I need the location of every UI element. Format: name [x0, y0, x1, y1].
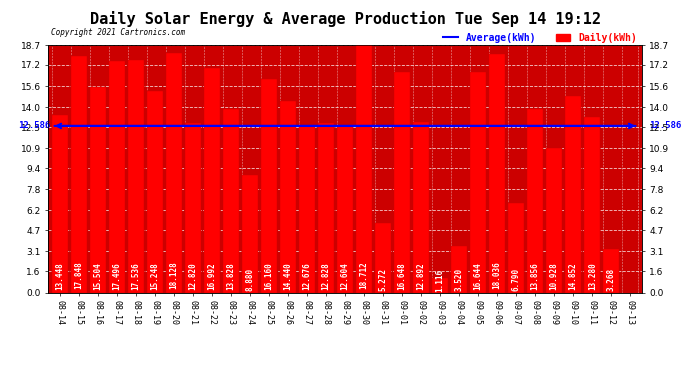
Bar: [280, 101, 296, 292]
Text: 12.586: 12.586: [18, 122, 50, 130]
Bar: [299, 125, 315, 292]
Text: 13.280: 13.280: [588, 262, 597, 290]
Bar: [223, 110, 239, 292]
Text: 12.586: 12.586: [649, 122, 682, 130]
Text: 15.248: 15.248: [150, 262, 159, 290]
Bar: [109, 61, 125, 292]
Bar: [261, 79, 277, 292]
Text: 5.272: 5.272: [379, 268, 388, 291]
Bar: [204, 68, 220, 292]
Legend: Average(kWh), Daily(kWh): Average(kWh), Daily(kWh): [444, 33, 637, 43]
Bar: [375, 223, 391, 292]
Bar: [546, 148, 562, 292]
Text: 12.828: 12.828: [322, 262, 331, 290]
Bar: [489, 54, 505, 292]
Text: 8.880: 8.880: [246, 267, 255, 291]
Bar: [451, 246, 467, 292]
Text: 13.856: 13.856: [531, 262, 540, 290]
Text: 16.648: 16.648: [397, 262, 406, 290]
Bar: [128, 60, 144, 292]
Text: 3.520: 3.520: [455, 268, 464, 291]
Bar: [318, 123, 334, 292]
Bar: [508, 202, 524, 292]
Text: 12.604: 12.604: [340, 262, 350, 290]
Bar: [52, 114, 68, 292]
Text: 12.892: 12.892: [417, 262, 426, 290]
Bar: [185, 123, 201, 292]
Bar: [90, 87, 106, 292]
Text: 12.820: 12.820: [188, 262, 197, 290]
Bar: [394, 72, 410, 292]
Text: 6.790: 6.790: [512, 268, 521, 291]
Bar: [70, 56, 87, 292]
Text: 17.848: 17.848: [75, 262, 83, 290]
Text: 18.128: 18.128: [169, 262, 178, 290]
Text: 15.504: 15.504: [93, 262, 102, 290]
Text: 17.496: 17.496: [112, 262, 121, 290]
Text: 16.160: 16.160: [264, 262, 273, 290]
Text: Daily Solar Energy & Average Production Tue Sep 14 19:12: Daily Solar Energy & Average Production …: [90, 11, 600, 27]
Text: 16.644: 16.644: [473, 262, 482, 290]
Text: 13.828: 13.828: [226, 262, 235, 290]
Text: Copyright 2021 Cartronics.com: Copyright 2021 Cartronics.com: [51, 28, 186, 37]
Text: 14.440: 14.440: [284, 262, 293, 290]
Text: 18.712: 18.712: [359, 262, 368, 290]
Bar: [432, 278, 448, 292]
Text: 14.852: 14.852: [569, 262, 578, 290]
Bar: [470, 72, 486, 292]
Bar: [565, 96, 581, 292]
Text: 12.676: 12.676: [302, 262, 311, 290]
Bar: [356, 45, 372, 292]
Text: 1.116: 1.116: [435, 268, 444, 292]
Bar: [584, 117, 600, 292]
Bar: [413, 122, 429, 292]
Bar: [527, 109, 543, 292]
Bar: [166, 53, 182, 292]
Bar: [337, 126, 353, 292]
Text: 3.268: 3.268: [607, 268, 615, 291]
Bar: [603, 249, 620, 292]
Text: 10.928: 10.928: [550, 262, 559, 290]
Text: 18.036: 18.036: [493, 262, 502, 290]
Text: 17.536: 17.536: [131, 262, 140, 290]
Text: 13.448: 13.448: [55, 262, 64, 290]
Bar: [147, 91, 163, 292]
Text: 16.992: 16.992: [208, 262, 217, 290]
Bar: [241, 175, 258, 292]
